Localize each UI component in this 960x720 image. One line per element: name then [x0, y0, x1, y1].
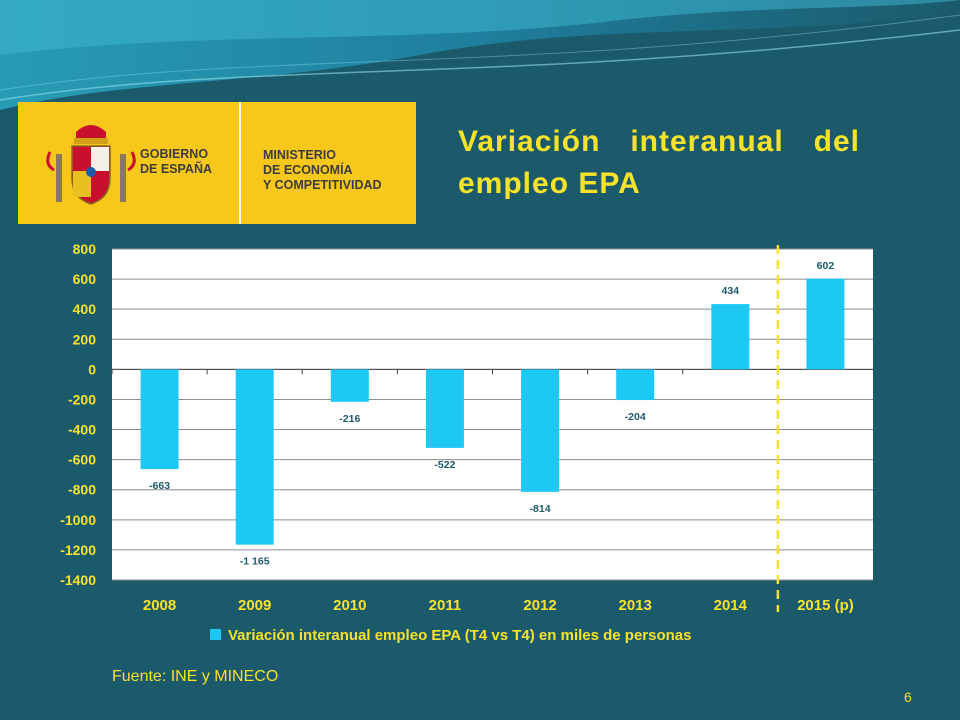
- bar: [806, 278, 845, 370]
- y-tick-label: -1200: [60, 542, 96, 558]
- y-tick-label: -1000: [60, 512, 96, 528]
- bar: [711, 304, 750, 370]
- legend-swatch: [210, 629, 221, 640]
- x-tick-label: 2011: [429, 597, 462, 614]
- y-tick-label: -600: [68, 452, 96, 468]
- y-tick-label: 200: [73, 331, 97, 347]
- y-tick-label: -200: [68, 391, 96, 407]
- data-label: -522: [434, 459, 455, 471]
- x-tick-label: 2009: [238, 597, 271, 614]
- bar: [425, 369, 464, 448]
- data-label: 602: [817, 260, 835, 272]
- page-number: 6: [904, 689, 912, 705]
- bar: [521, 369, 560, 492]
- y-tick-label: 800: [73, 241, 97, 257]
- y-tick-label: -1400: [60, 572, 96, 588]
- bar: [235, 369, 274, 545]
- coat-of-arms-icon: [46, 125, 136, 205]
- x-tick-label: 2014: [714, 597, 748, 614]
- data-label: -1 165: [240, 556, 270, 568]
- source-note: Fuente: INE y MINECO: [112, 668, 279, 685]
- page-title: Variación interanual del empleo EPA: [458, 125, 860, 200]
- plot-area: [112, 249, 873, 580]
- logo-ministerio-text: MINISTERIO DE ECONOMÍA Y COMPETITIVIDAD: [263, 148, 382, 192]
- y-tick-label: -800: [68, 482, 96, 498]
- x-tick-label: 2013: [619, 597, 652, 614]
- x-tick-label: 2010: [333, 597, 366, 614]
- data-label: 434: [722, 285, 740, 297]
- x-tick-label: 2008: [143, 597, 176, 614]
- legend-label: Variación interanual empleo EPA (T4 vs T…: [228, 627, 692, 644]
- bar: [140, 369, 179, 470]
- data-label: -216: [339, 413, 360, 425]
- y-tick-label: 0: [88, 361, 96, 377]
- y-tick-label: -400: [68, 422, 96, 438]
- logo-gobierno-text: GOBIERNO DE ESPAÑA: [140, 147, 213, 176]
- bar: [330, 369, 369, 402]
- y-tick-label: 400: [73, 301, 97, 317]
- data-label: -663: [149, 480, 170, 492]
- government-logo: GOBIERNO DE ESPAÑA MINISTERIO DE ECONOMÍ…: [18, 102, 416, 224]
- data-label: -814: [530, 503, 551, 515]
- bar: [616, 369, 655, 401]
- x-tick-label: 2012: [523, 597, 556, 614]
- x-tick-label: 2015 (p): [797, 597, 854, 614]
- data-label: -204: [625, 411, 646, 423]
- logo-divider: [239, 102, 241, 224]
- y-tick-label: 600: [73, 271, 97, 287]
